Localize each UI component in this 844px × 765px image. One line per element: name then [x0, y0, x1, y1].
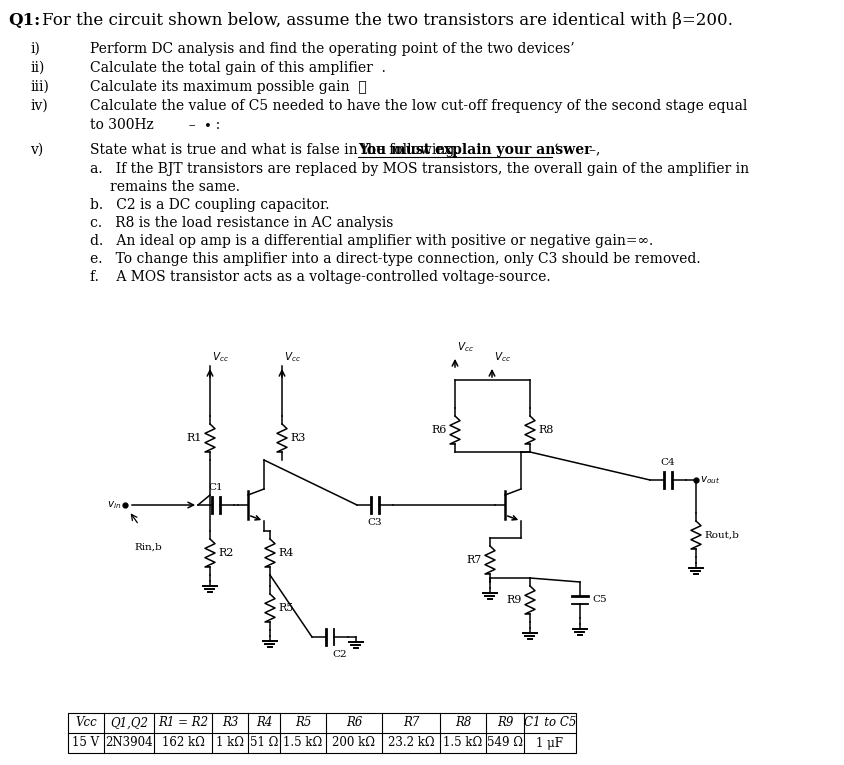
Text: 23.2 kΩ: 23.2 kΩ: [387, 737, 434, 750]
Text: 1 μF: 1 μF: [536, 737, 563, 750]
Text: R8: R8: [538, 425, 553, 435]
Text: R1: R1: [187, 433, 202, 443]
Text: R8: R8: [454, 717, 471, 730]
Text: C1 to C5: C1 to C5: [523, 717, 576, 730]
Text: For the circuit shown below, assume the two transistors are identical with β=200: For the circuit shown below, assume the …: [42, 12, 732, 29]
Bar: [68, 713, 576, 753]
Text: State what is true and what is false in the following.: State what is true and what is false in …: [90, 143, 463, 157]
Text: e.   To change this amplifier into a direct-type connection, only C3 should be r: e. To change this amplifier into a direc…: [90, 252, 700, 266]
Text: Calculate the total gain of this amplifier  .: Calculate the total gain of this amplifi…: [90, 61, 386, 75]
Text: $v_{in}$: $v_{in}$: [106, 499, 121, 511]
Text: R6: R6: [345, 717, 362, 730]
Text: $v_{out}$: $v_{out}$: [699, 474, 719, 486]
Text: i): i): [30, 42, 40, 56]
Text: R4: R4: [278, 548, 293, 558]
Text: R7: R7: [466, 555, 481, 565]
Text: Calculate the value of C5 needed to have the low cut-off frequency of the second: Calculate the value of C5 needed to have…: [90, 99, 746, 113]
Text: 1 kΩ: 1 kΩ: [216, 737, 244, 750]
Text: v): v): [30, 143, 43, 157]
Text: 549 Ω: 549 Ω: [486, 737, 522, 750]
Text: C2: C2: [332, 650, 346, 659]
Text: $V_{cc}$: $V_{cc}$: [212, 350, 229, 364]
Text: 15 V: 15 V: [73, 737, 100, 750]
Text: C3: C3: [367, 518, 381, 527]
Text: You must explain your answer: You must explain your answer: [358, 143, 591, 157]
Text: f.    A MOS transistor acts as a voltage-controlled voltage-source.: f. A MOS transistor acts as a voltage-co…: [90, 270, 550, 284]
Text: to 300Hz        –  ∙ :: to 300Hz – ∙ :: [90, 118, 220, 132]
Text: ‘       –,: ‘ –,: [554, 143, 600, 157]
Text: a.   If the BJT transistors are replaced by MOS transistors, the overall gain of: a. If the BJT transistors are replaced b…: [90, 162, 749, 176]
Text: R3: R3: [289, 433, 305, 443]
Text: R1 = R2: R1 = R2: [158, 717, 208, 730]
Text: $V_{cc}$: $V_{cc}$: [457, 340, 473, 354]
Text: Perform DC analysis and find the operating point of the two devices’: Perform DC analysis and find the operati…: [90, 42, 574, 56]
Text: R3: R3: [221, 717, 238, 730]
Text: R5: R5: [295, 717, 311, 730]
Text: ii): ii): [30, 61, 45, 75]
Text: c.   R8 is the load resistance in AC analysis: c. R8 is the load resistance in AC analy…: [90, 216, 393, 230]
Text: 162 kΩ: 162 kΩ: [161, 737, 204, 750]
Text: 1.5 kΩ: 1.5 kΩ: [443, 737, 482, 750]
Text: 2N3904: 2N3904: [105, 737, 153, 750]
Text: Rin,b: Rin,b: [134, 543, 162, 552]
Text: C1: C1: [208, 483, 223, 492]
Text: 51 Ω: 51 Ω: [250, 737, 278, 750]
Text: Calculate its maximum possible gain  ⌜: Calculate its maximum possible gain ⌜: [90, 80, 366, 94]
Text: Rout,b: Rout,b: [703, 530, 738, 539]
Text: Q1,Q2: Q1,Q2: [110, 717, 148, 730]
Text: R9: R9: [496, 717, 512, 730]
Text: remains the same.: remains the same.: [110, 180, 240, 194]
Text: $V_{cc}$: $V_{cc}$: [284, 350, 300, 364]
Text: d.   An ideal op amp is a differential amplifier with positive or negative gain=: d. An ideal op amp is a differential amp…: [90, 234, 652, 248]
Text: Vcc: Vcc: [75, 717, 97, 730]
Text: iii): iii): [30, 80, 49, 94]
Text: 1.5 kΩ: 1.5 kΩ: [283, 737, 322, 750]
Text: R4: R4: [256, 717, 272, 730]
Text: R9: R9: [506, 595, 522, 605]
Text: Q1:: Q1:: [8, 12, 41, 29]
Text: R5: R5: [278, 603, 293, 613]
Text: R7: R7: [403, 717, 419, 730]
Text: 200 kΩ: 200 kΩ: [332, 737, 375, 750]
Text: R2: R2: [218, 548, 233, 558]
Text: R6: R6: [431, 425, 446, 435]
Text: C4: C4: [660, 458, 674, 467]
Text: $V_{cc}$: $V_{cc}$: [494, 350, 511, 364]
Text: iv): iv): [30, 99, 48, 113]
Text: C5: C5: [592, 595, 606, 604]
Text: b.   C2 is a DC coupling capacitor.: b. C2 is a DC coupling capacitor.: [90, 198, 329, 212]
